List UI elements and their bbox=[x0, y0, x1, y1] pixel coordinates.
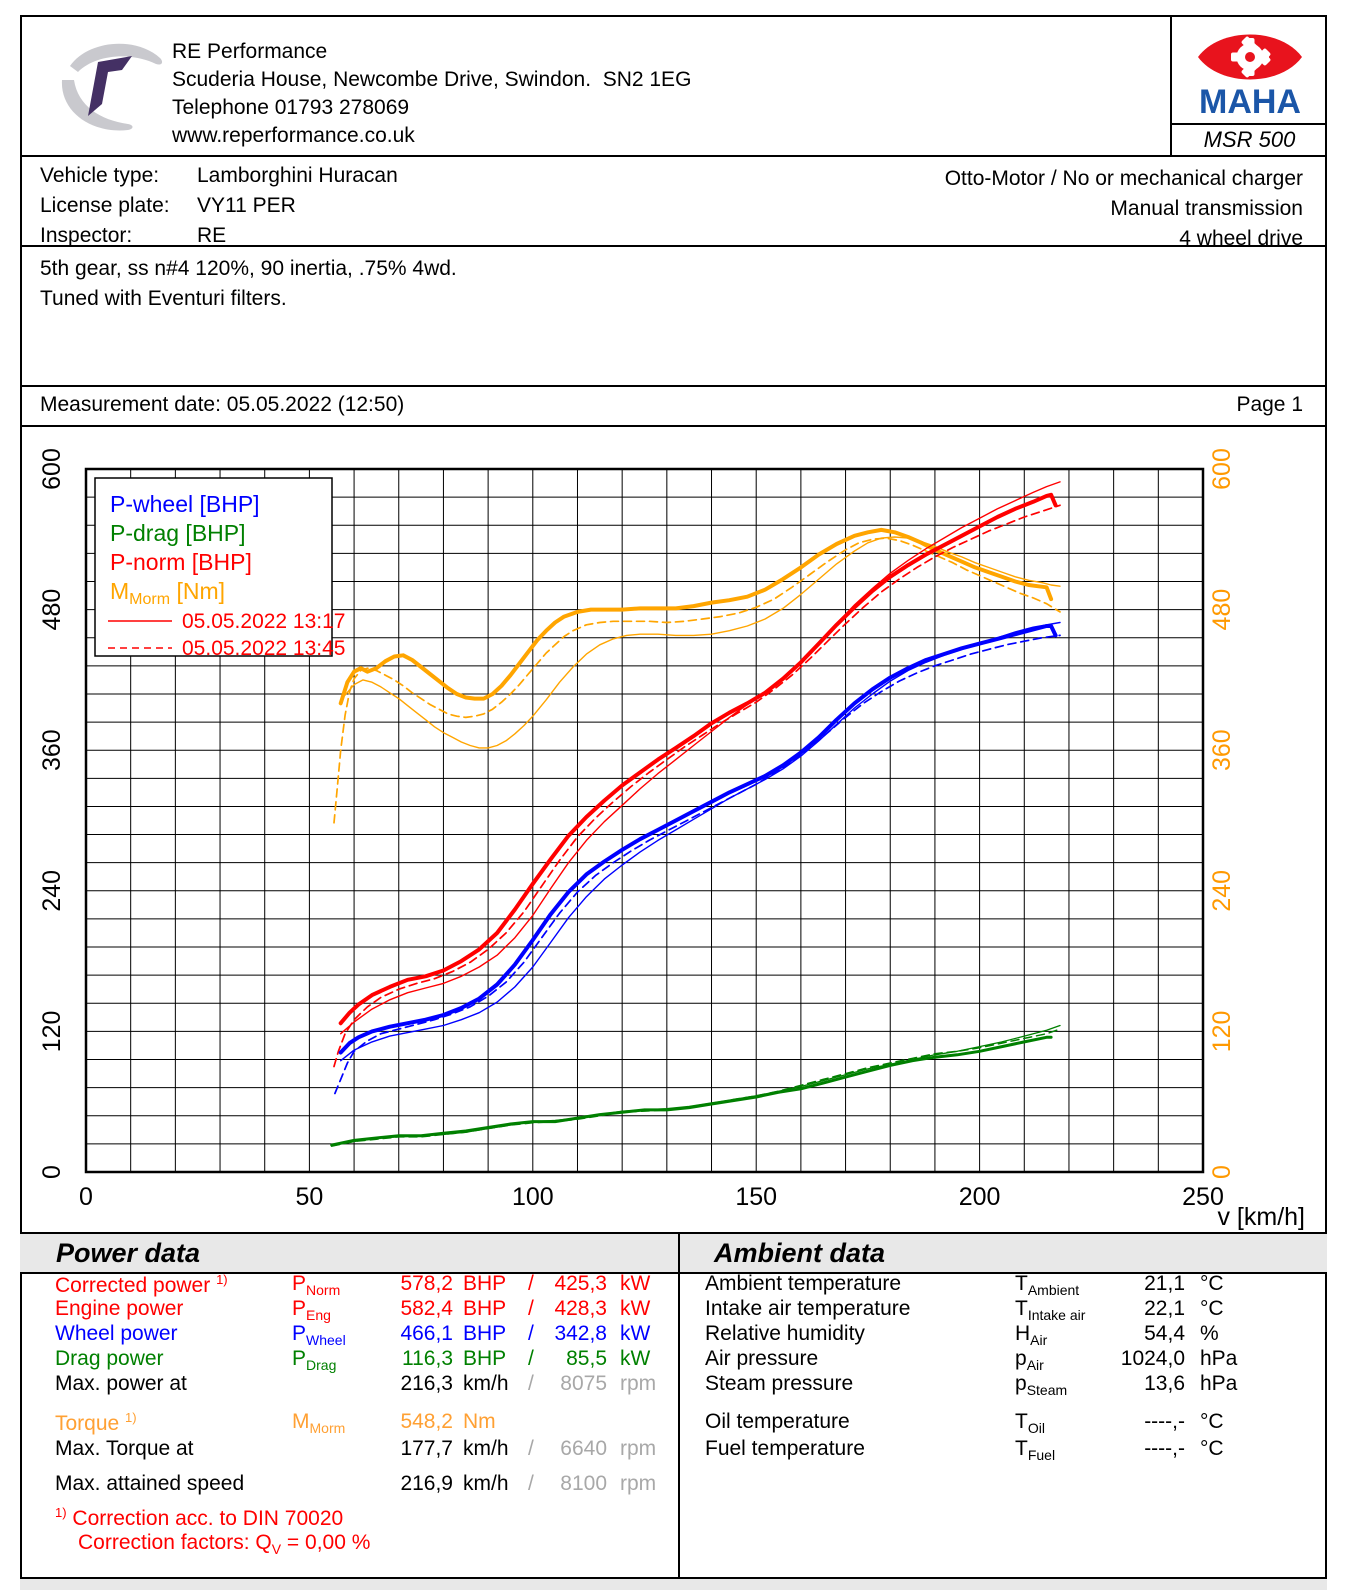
comment-line: 5th gear, ss n#4 120%, 90 inertia, .75% … bbox=[40, 257, 457, 280]
y-left-tick-label: 600 bbox=[38, 448, 66, 490]
vehicle-row-label: License plate: bbox=[40, 194, 170, 217]
ambient-data-header: Ambient data bbox=[678, 1234, 1327, 1274]
x-axis-label: v [km/h] bbox=[1217, 1203, 1305, 1231]
power-data-header: Power data bbox=[20, 1234, 678, 1274]
y-left-tick-label: 480 bbox=[38, 589, 66, 631]
measurement-date: Measurement date: 05.05.2022 (12:50) bbox=[40, 393, 405, 416]
chart-divider bbox=[20, 1232, 1327, 1234]
table-row: Air pressure pAir 1024,0 hPa bbox=[705, 1347, 1238, 1374]
y-right-tick-label: 240 bbox=[1208, 870, 1236, 912]
measurement-divider bbox=[20, 425, 1327, 427]
legend-entry-label: P-norm [BHP] bbox=[110, 549, 252, 575]
page-border bbox=[20, 15, 1327, 1590]
series-P-wheel-thin bbox=[340, 621, 1061, 1062]
power-data-title: Power data bbox=[56, 1238, 201, 1268]
series-P-drag-thin bbox=[331, 1024, 1061, 1146]
table-row: Torque 1) MMorm 548,2 Nm bbox=[55, 1410, 496, 1437]
comment-line: Tuned with Eventuri filters. bbox=[40, 287, 287, 310]
section-divider bbox=[678, 1232, 680, 1590]
page-number: Page 1 bbox=[1236, 393, 1303, 416]
y-right-tick-label: 0 bbox=[1208, 1165, 1236, 1179]
vehicle-row-value: VY11 PER bbox=[197, 194, 296, 217]
x-tick-label: 150 bbox=[735, 1183, 777, 1211]
table-row: Intake air temperature TIntake air 22,1 °C bbox=[705, 1297, 1224, 1324]
y-right-tick-label: 360 bbox=[1208, 729, 1236, 771]
series-M-Morm-dashed bbox=[333, 537, 1061, 824]
legend-box bbox=[94, 477, 333, 657]
company-name: RE Performance bbox=[172, 40, 328, 63]
footnote-line: Correction factors: QV = 0,00 % bbox=[78, 1531, 371, 1558]
vehicle-row-label: Inspector: bbox=[40, 224, 133, 247]
legend-run-date: 05.05.2022 13:45 bbox=[182, 637, 346, 660]
legend-run-date: 05.05.2022 13:17 bbox=[182, 610, 346, 633]
maha-model: MSR 500 bbox=[1172, 123, 1327, 155]
vehicle-right-line: Manual transmission bbox=[1110, 197, 1303, 220]
series-P-norm-dashed bbox=[333, 504, 1061, 1068]
y-right-tick-label: 480 bbox=[1208, 589, 1236, 631]
re-performance-logo bbox=[61, 43, 163, 131]
y-right-tick-label: 120 bbox=[1208, 1011, 1236, 1053]
x-tick-label: 100 bbox=[512, 1183, 554, 1211]
table-row: Corrected power 1) PNorm 578,2 BHP/425,3 kW bbox=[55, 1272, 651, 1299]
company-phone: Telephone 01793 278069 bbox=[172, 96, 410, 119]
y-left-tick-label: 0 bbox=[38, 1165, 66, 1179]
table-row: Oil temperature TOil ----,- °C bbox=[705, 1410, 1224, 1437]
comments-divider bbox=[20, 385, 1327, 387]
series-P-norm-bold bbox=[338, 492, 1058, 1026]
company-block: RE Performance Scuderia House, Newcombe … bbox=[172, 38, 691, 150]
table-row: Engine power PEng 582,4 BHP/428,3 kW bbox=[55, 1297, 651, 1324]
series-P-norm-thin bbox=[340, 481, 1061, 1035]
legend-entry-label: P-drag [BHP] bbox=[110, 520, 246, 546]
x-tick-label: 200 bbox=[959, 1183, 1001, 1211]
vehicle-divider bbox=[20, 245, 1327, 247]
x-tick-label: 250 bbox=[1182, 1183, 1224, 1211]
vehicle-right-line: 4 wheel drive bbox=[1179, 227, 1303, 250]
maha-logo-cell: MAHA MSR 500 bbox=[1170, 17, 1327, 155]
footer-strip bbox=[20, 1577, 1327, 1590]
vehicle-row-value: RE bbox=[197, 224, 227, 247]
table-row: Max. Torque at 177,7 km/h/6640 rpm bbox=[55, 1437, 657, 1460]
series-P-wheel-dashed bbox=[334, 634, 1061, 1095]
y-left-tick-label: 120 bbox=[38, 1011, 66, 1053]
footnote-line: 1) Correction acc. to DIN 70020 bbox=[55, 1505, 344, 1530]
table-row: Max. power at 216,3 km/h/8075 rpm bbox=[55, 1372, 657, 1395]
maha-wordmark: MAHA bbox=[1199, 83, 1301, 121]
y-right-tick-label: 600 bbox=[1208, 448, 1236, 490]
series-P-wheel-bold bbox=[338, 624, 1058, 1055]
table-row: Steam pressure pSteam 13,6 hPa bbox=[705, 1372, 1238, 1399]
table-row: Wheel power PWheel 466,1 BHP/342,8 kW bbox=[55, 1322, 651, 1349]
table-row: Relative humidity HAir 54,4% bbox=[705, 1322, 1219, 1349]
company-website: www.reperformance.co.uk bbox=[172, 124, 415, 147]
vehicle-row-value: Lamborghini Huracan bbox=[197, 164, 398, 187]
series-M-Morm-bold bbox=[338, 527, 1054, 706]
maha-logo: MAHA bbox=[1198, 34, 1302, 121]
x-tick-label: 50 bbox=[295, 1183, 323, 1211]
vehicle-right-line: Otto-Motor / No or mechanical charger bbox=[944, 167, 1303, 190]
series-P-drag-dashed bbox=[330, 1028, 1061, 1147]
header-divider bbox=[20, 155, 1327, 157]
comments-block: 5th gear, ss n#4 120%, 90 inertia, .75% … bbox=[40, 254, 457, 314]
x-tick-label: 0 bbox=[79, 1183, 93, 1211]
table-row: Max. attained speed 216,9 km/h/8100 rpm bbox=[55, 1472, 657, 1495]
table-row: Drag power PDrag 116,3 BHP/85,5 kW bbox=[55, 1347, 651, 1374]
table-row: Ambient temperature TAmbient 21,1 °C bbox=[705, 1272, 1224, 1299]
legend-entry-label: MMorm [Nm] bbox=[110, 578, 225, 608]
table-row: Fuel temperature TFuel ----,- °C bbox=[705, 1437, 1224, 1464]
ambient-data-title: Ambient data bbox=[714, 1238, 886, 1268]
company-address: Scuderia House, Newcombe Drive, Swindon.… bbox=[172, 68, 692, 91]
plot-border bbox=[84, 467, 1205, 1174]
vehicle-info-right: Otto-Motor / No or mechanical charger Man… bbox=[945, 164, 1303, 254]
series-M-Morm-thin bbox=[344, 536, 1061, 749]
legend-entry-label: P-wheel [BHP] bbox=[110, 491, 260, 517]
vehicle-row-label: Vehicle type: bbox=[40, 164, 160, 187]
y-left-tick-label: 240 bbox=[38, 870, 66, 912]
y-left-tick-label: 360 bbox=[38, 729, 66, 771]
